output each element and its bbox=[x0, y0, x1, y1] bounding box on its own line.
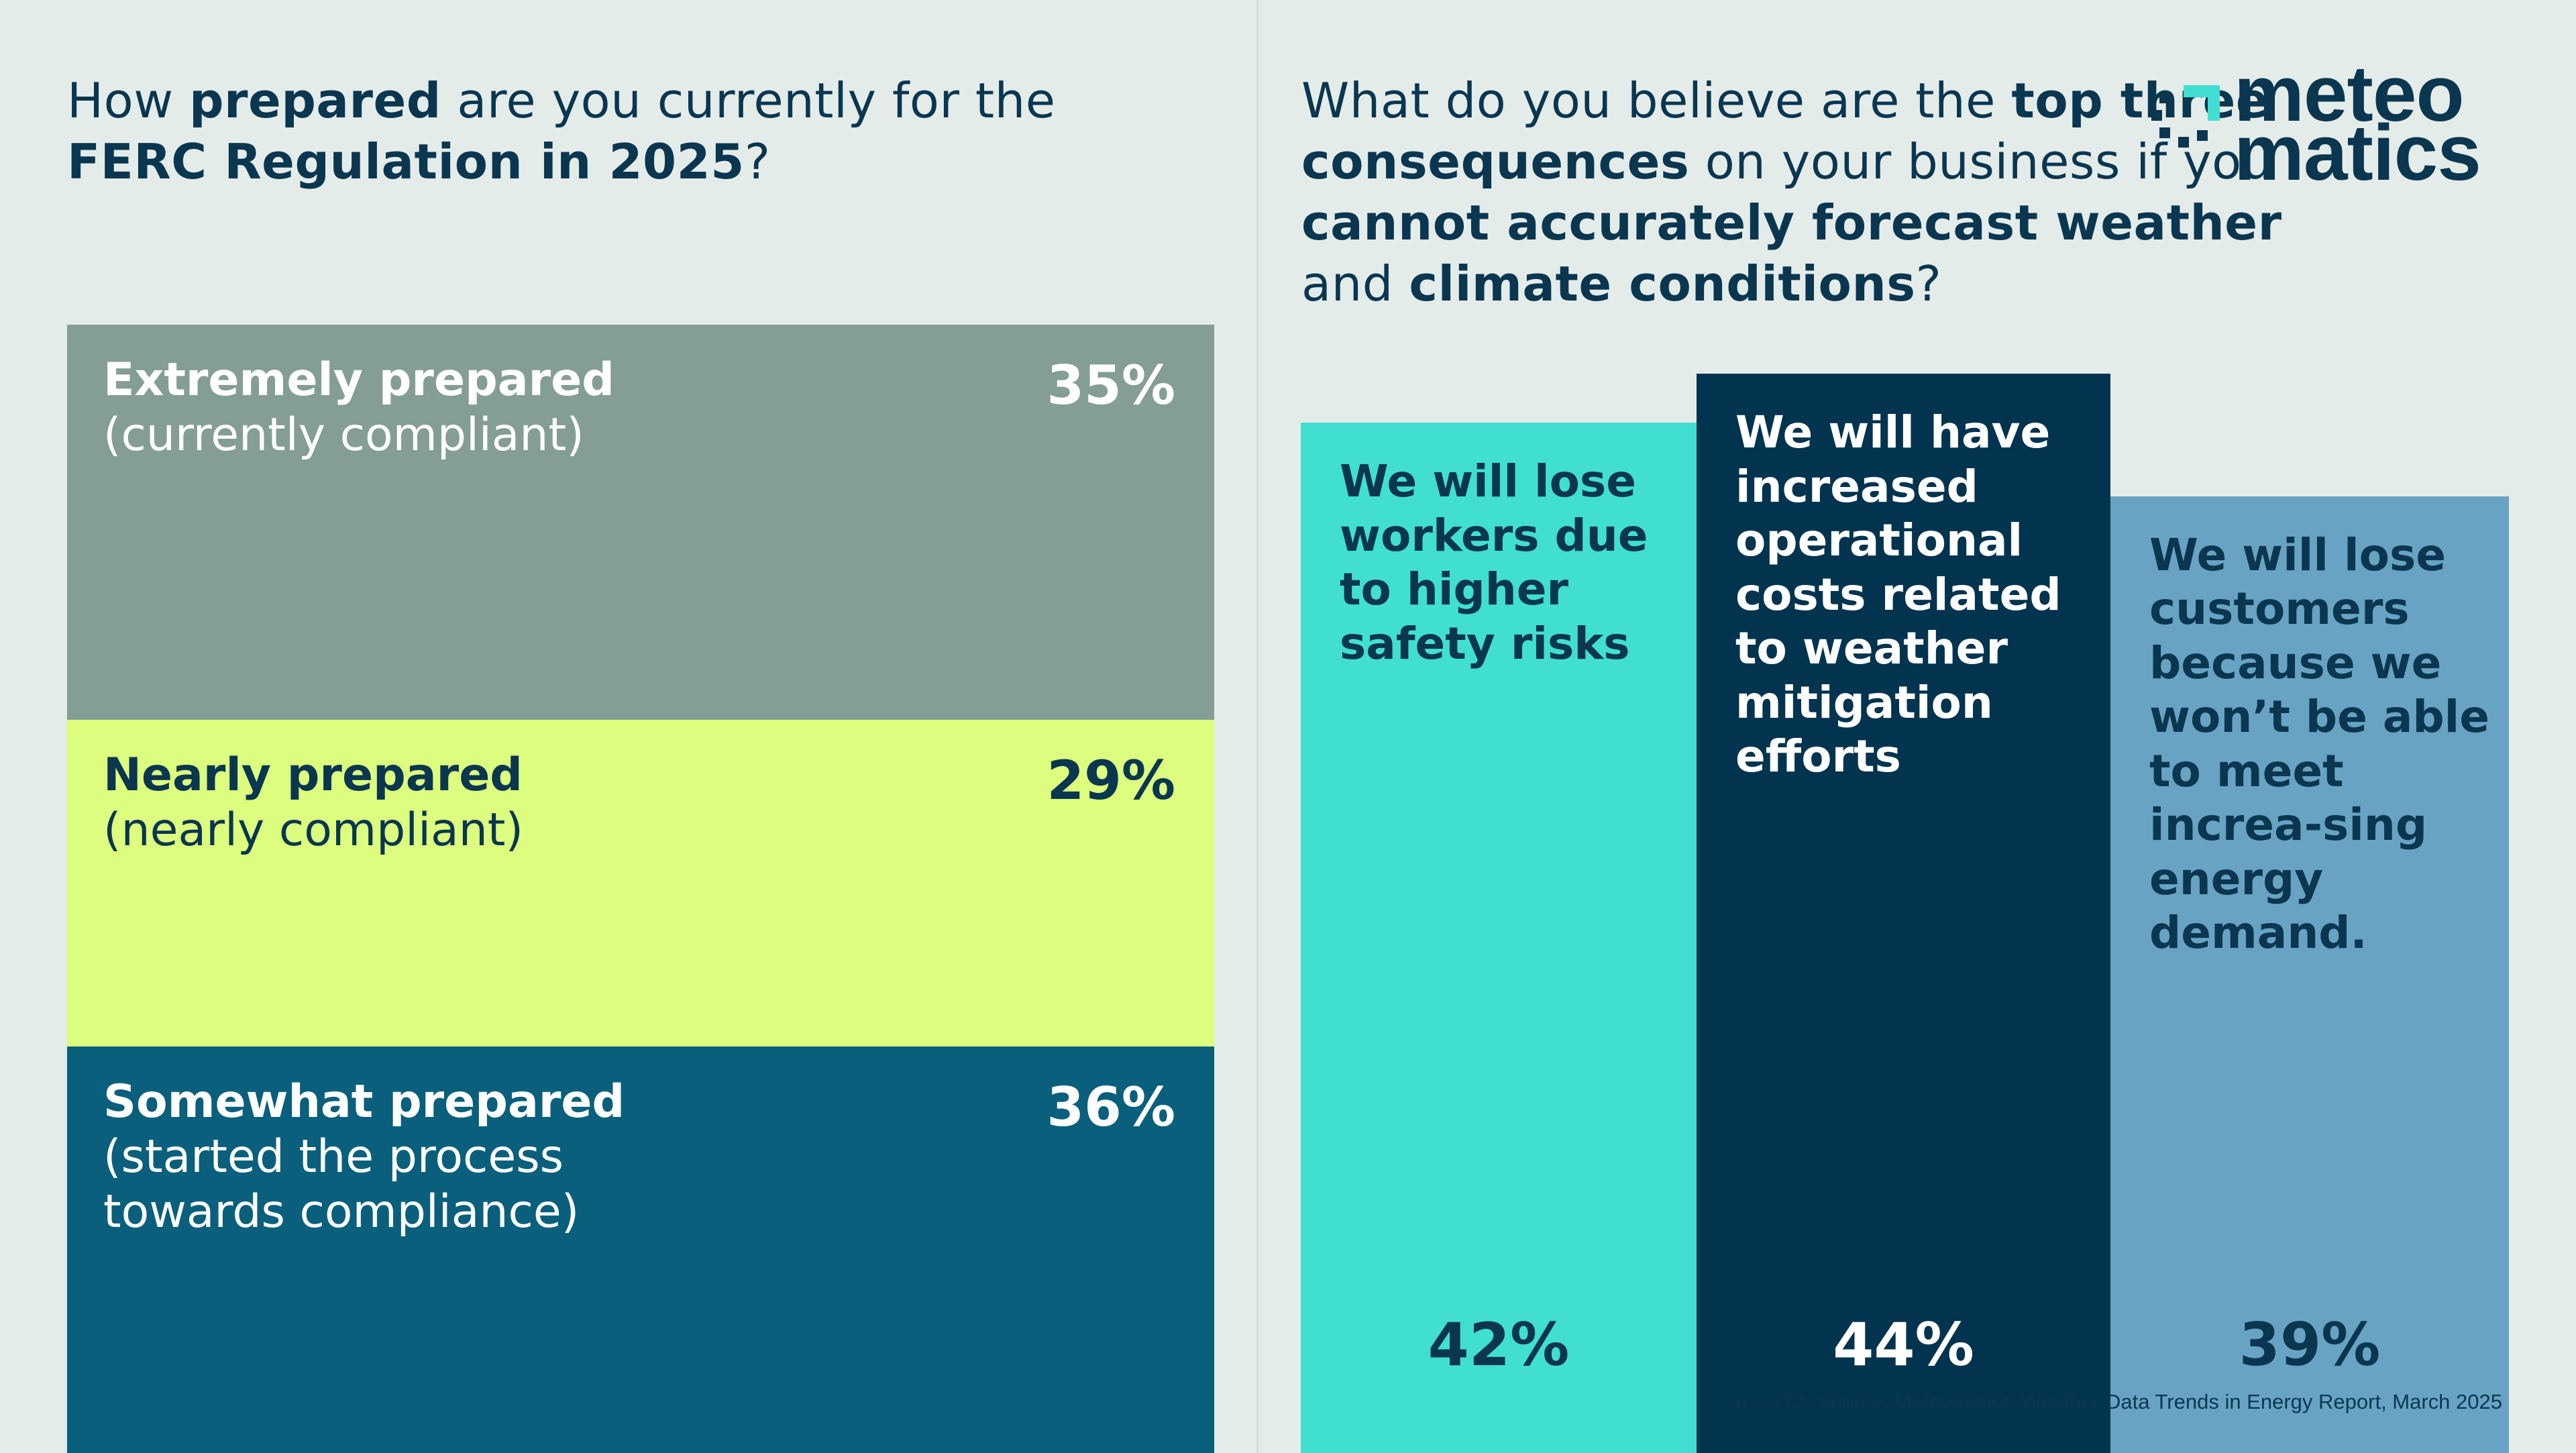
meteomatics-logo: meteo matics bbox=[2150, 54, 2512, 200]
right-question-title: What do you believe are the top three co… bbox=[1301, 72, 2282, 312]
segment-value: 35% bbox=[1046, 354, 1175, 417]
left-question-title: How prepared are you currently for the F… bbox=[67, 72, 1056, 190]
segment-somewhat-prepared: Somewhat prepared (started the process t… bbox=[67, 1046, 1214, 1453]
logo-wordmark: meteo matics bbox=[2234, 50, 2481, 197]
source-footnote: n = 272, Source: Meteomatics’ Weather Da… bbox=[1735, 1390, 2502, 1413]
bar-value: 39% bbox=[2239, 1309, 2381, 1379]
segment-sublabel: (currently compliant) bbox=[103, 409, 584, 462]
logo-line-2: matics bbox=[2234, 109, 2481, 197]
segment-label: Nearly prepared bbox=[103, 748, 523, 802]
bar-value: 42% bbox=[1428, 1309, 1570, 1379]
bar-label: We will lose workers due to higher safet… bbox=[1340, 455, 1648, 669]
segment-value: 36% bbox=[1046, 1076, 1175, 1139]
segment-nearly-prepared: Nearly prepared (nearly compliant) 29% bbox=[67, 719, 1214, 1047]
segment-label: Somewhat prepared bbox=[103, 1075, 625, 1129]
bar-value: 44% bbox=[1833, 1310, 1974, 1379]
segment-sublabel: (started the process towards compliance) bbox=[103, 1130, 580, 1239]
bar-lose-workers: We will lose workers due to higher safet… bbox=[1301, 423, 1697, 1453]
segment-extremely-prepared: Extremely prepared (currently compliant)… bbox=[67, 325, 1214, 720]
panel-divider bbox=[1256, 0, 1258, 1453]
logo-line-1: meteo bbox=[2234, 50, 2465, 138]
segment-sublabel: (nearly compliant) bbox=[103, 803, 523, 857]
bar-label: We will have increased operational costs… bbox=[1735, 407, 2061, 782]
segment-value: 29% bbox=[1046, 749, 1175, 812]
segment-label: Extremely prepared bbox=[103, 354, 614, 407]
logo-mark-icon bbox=[2151, 85, 2220, 148]
bar-label: We will lose customers because we won’t … bbox=[2149, 529, 2490, 959]
bar-increased-costs: We will have increased operational costs… bbox=[1697, 374, 2110, 1453]
bar-lose-customers: We will lose customers because we won’t … bbox=[2110, 496, 2509, 1453]
